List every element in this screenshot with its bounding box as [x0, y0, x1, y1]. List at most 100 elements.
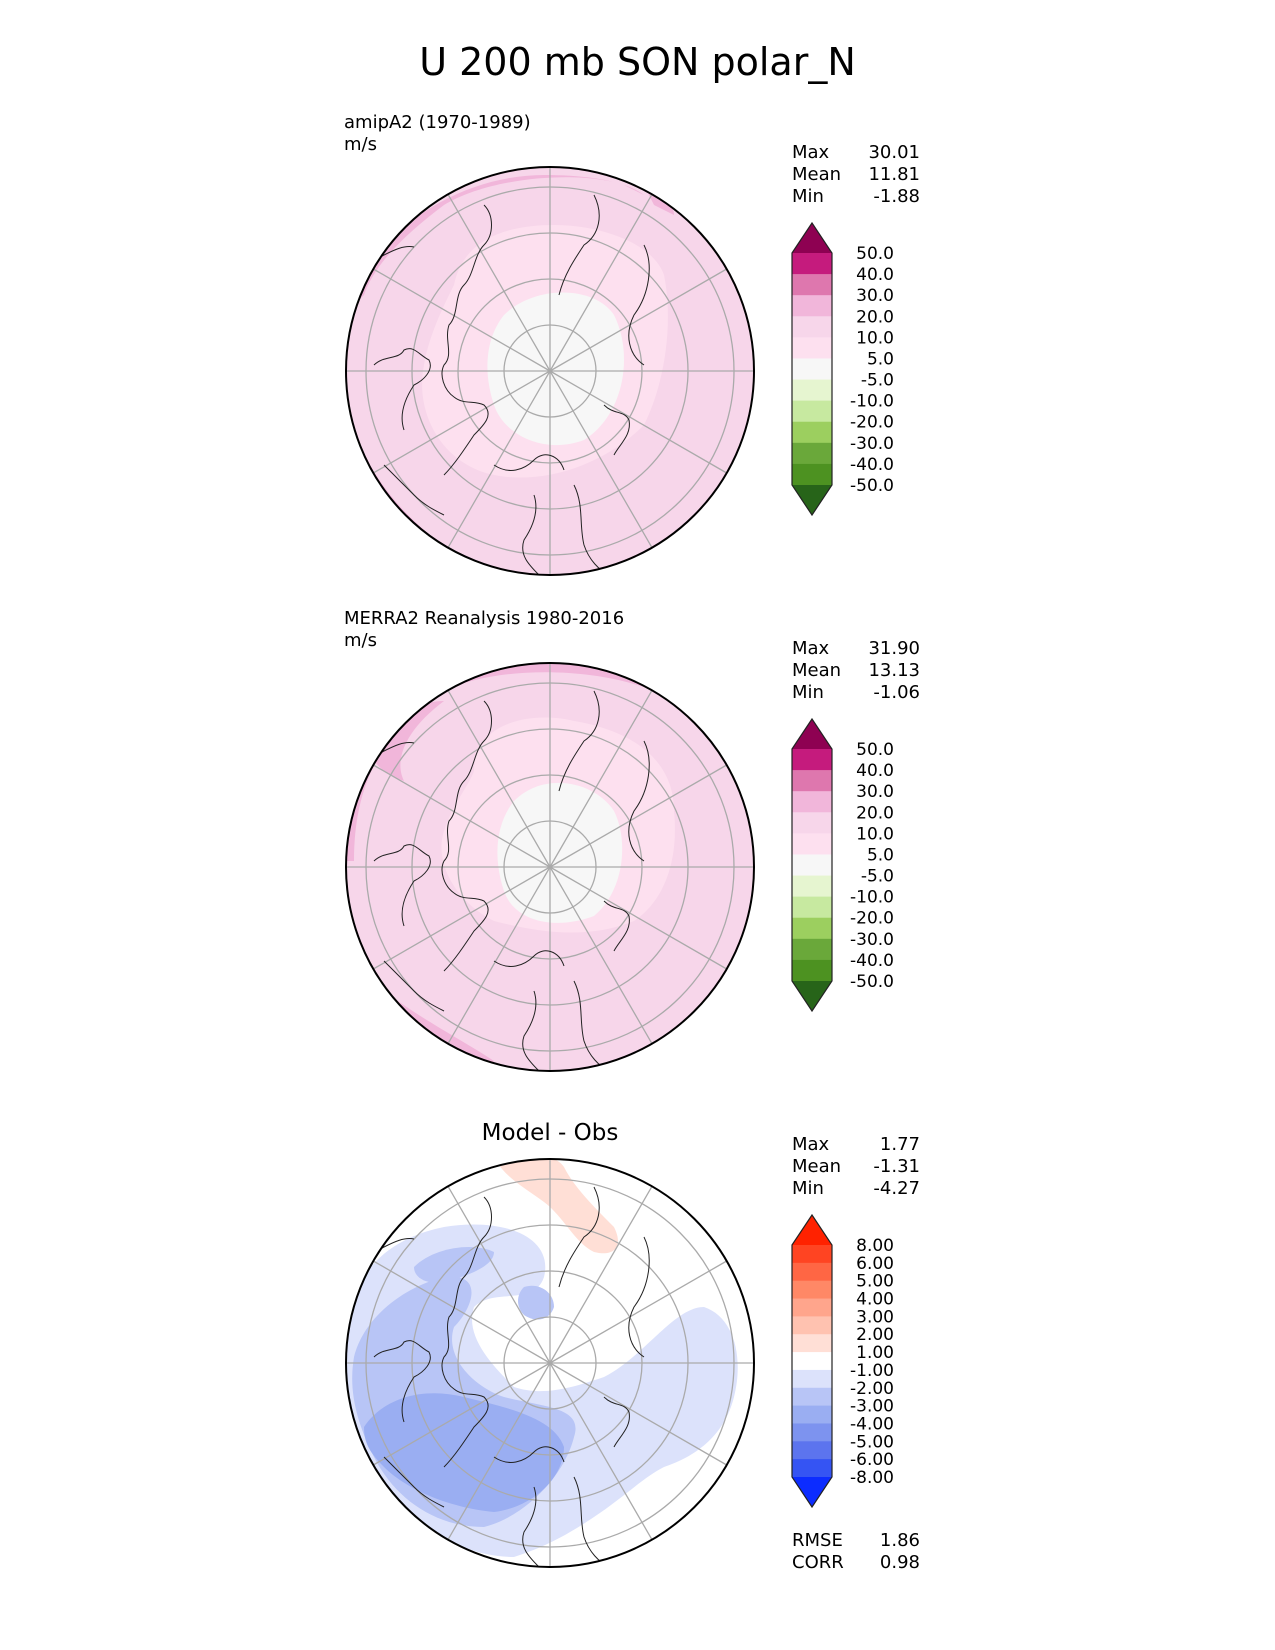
colorbar-tick-label: -40.0: [850, 455, 894, 475]
stat-name: Min: [792, 186, 824, 207]
colorbar-swatch: [792, 812, 832, 834]
colorbar-tick-label: -5.00: [850, 1432, 894, 1452]
coastline: [522, 1486, 540, 1567]
coastline: [558, 690, 600, 792]
colorbar-swatch: [792, 1369, 832, 1389]
colorbar-swatch: [792, 791, 832, 813]
colorbar-swatch: [792, 463, 832, 486]
longitude-line: [549, 1362, 727, 1466]
colorbar-tick-label: -40.0: [850, 951, 894, 971]
longitude-line: [549, 866, 653, 1044]
panel-2-polar-map: [345, 662, 755, 1072]
longitude-line: [447, 690, 551, 868]
colorbar-tick-label: -5.0: [861, 371, 894, 391]
colorbar-swatch: [792, 358, 832, 381]
colorbar-tick-label: -8.00: [850, 1468, 894, 1488]
stat-row: Min -1.88: [792, 186, 920, 208]
panel-1-units: m/s: [344, 134, 377, 155]
stat-name: RMSE: [792, 1530, 843, 1551]
colorbar-extend-top: [792, 1215, 832, 1245]
colorbar-swatch: [792, 875, 832, 898]
colorbar-tick-label: 6.00: [856, 1254, 894, 1274]
longitude-line: [373, 1260, 551, 1364]
colorbar-tick-label: -2.00: [850, 1379, 894, 1399]
coastline: [493, 454, 565, 471]
stat-row: Min -4.27: [792, 1178, 920, 1200]
colorbar-tick-label: 10.0: [856, 824, 894, 844]
stat-value: 0.98: [879, 1552, 920, 1573]
coastline: [373, 348, 431, 431]
colorbar-outline: [791, 221, 833, 517]
colorbar-tick-label: -20.0: [850, 413, 894, 433]
map-boundary-circle: [345, 1158, 755, 1568]
colorbar-swatch: [792, 1298, 832, 1317]
colorbar-tick-label: -3.00: [850, 1397, 894, 1417]
coastline: [558, 1186, 600, 1288]
colorbar-extend-top: [792, 223, 832, 253]
longitude-line: [549, 764, 727, 868]
colorbar-swatch: [792, 1459, 832, 1478]
coastline: [383, 1456, 445, 1508]
colorbar-extend-bottom: [792, 981, 832, 1011]
panel-1-colorbar: 50.040.030.020.010.05.0-5.0-10.0-20.0-30…: [791, 221, 894, 517]
colorbar-extend-bottom: [792, 485, 832, 515]
stat-row: Max 30.01: [792, 142, 920, 164]
colorbar-tick-label: 4.00: [856, 1290, 894, 1310]
colorbar-swatch: [792, 1423, 832, 1442]
longitude-line: [447, 866, 551, 1044]
field-contour-region: [364, 1393, 564, 1512]
coastline: [603, 900, 630, 952]
colorbar-swatch: [792, 1387, 832, 1407]
colorbar-tick-label: 30.0: [856, 286, 894, 306]
longitude-line: [549, 194, 653, 372]
colorbar-swatch: [792, 749, 832, 771]
colorbar-tick-label: 5.00: [856, 1272, 894, 1292]
stat-row: Mean 11.81: [792, 164, 920, 186]
panel-3-polar-map: [345, 1158, 755, 1568]
colorbar-tick-label: -10.0: [850, 392, 894, 412]
panel-1-polar-map: [345, 166, 755, 576]
stat-value: -1.31: [873, 1156, 920, 1177]
map-field-layer: [346, 1159, 754, 1567]
colorbar-tick-label: 5.0: [867, 845, 894, 865]
panel-3-colorbar: 8.006.005.004.003.002.001.00-1.00-2.00-3…: [791, 1213, 894, 1509]
colorbar-outline: [791, 717, 833, 1013]
colorbar-tick-label: 40.0: [856, 265, 894, 285]
longitude-line: [549, 1362, 653, 1540]
stat-row: Mean -1.31: [792, 1156, 920, 1178]
colorbar-tick-label: -30.0: [850, 434, 894, 454]
colorbar-tick-label: 3.00: [856, 1307, 894, 1327]
colorbar-tick-label: -10.0: [850, 888, 894, 908]
map-boundary-circle: [345, 662, 755, 1072]
map-boundary-circle: [345, 166, 755, 576]
coastline: [522, 990, 540, 1071]
stat-name: Max: [792, 1134, 830, 1155]
colorbar-swatch: [792, 1262, 832, 1282]
colorbar-swatch: [792, 1316, 832, 1335]
coastline: [441, 204, 492, 476]
stat-value: -1.88: [873, 186, 920, 207]
stat-value: -4.27: [873, 1178, 920, 1199]
longitude-line: [549, 690, 653, 868]
stat-name: Mean: [792, 1156, 842, 1177]
field-contour-region: [518, 1285, 554, 1320]
colorbar-tick-label: -1.00: [850, 1361, 894, 1381]
stat-row: CORR 0.98: [792, 1552, 920, 1574]
stat-name: Mean: [792, 164, 842, 185]
colorbar-swatch: [792, 896, 832, 919]
colorbar-swatch: [792, 1352, 832, 1371]
figure-title: U 200 mb SON polar_N: [419, 40, 856, 84]
coastline: [522, 494, 540, 575]
colorbar-swatch: [792, 253, 832, 275]
stat-value: 1.86: [879, 1530, 920, 1551]
longitude-line: [373, 764, 551, 868]
colorbar-swatch: [792, 854, 832, 877]
colorbar-tick-label: -50.0: [850, 476, 894, 496]
longitude-line: [373, 1362, 551, 1466]
stat-name: Max: [792, 638, 830, 659]
colorbar-extend-top: [792, 719, 832, 749]
colorbar-swatch: [792, 1405, 832, 1424]
coastline: [628, 740, 650, 862]
stat-row: Max 31.90: [792, 638, 920, 660]
longitude-line: [373, 370, 551, 474]
